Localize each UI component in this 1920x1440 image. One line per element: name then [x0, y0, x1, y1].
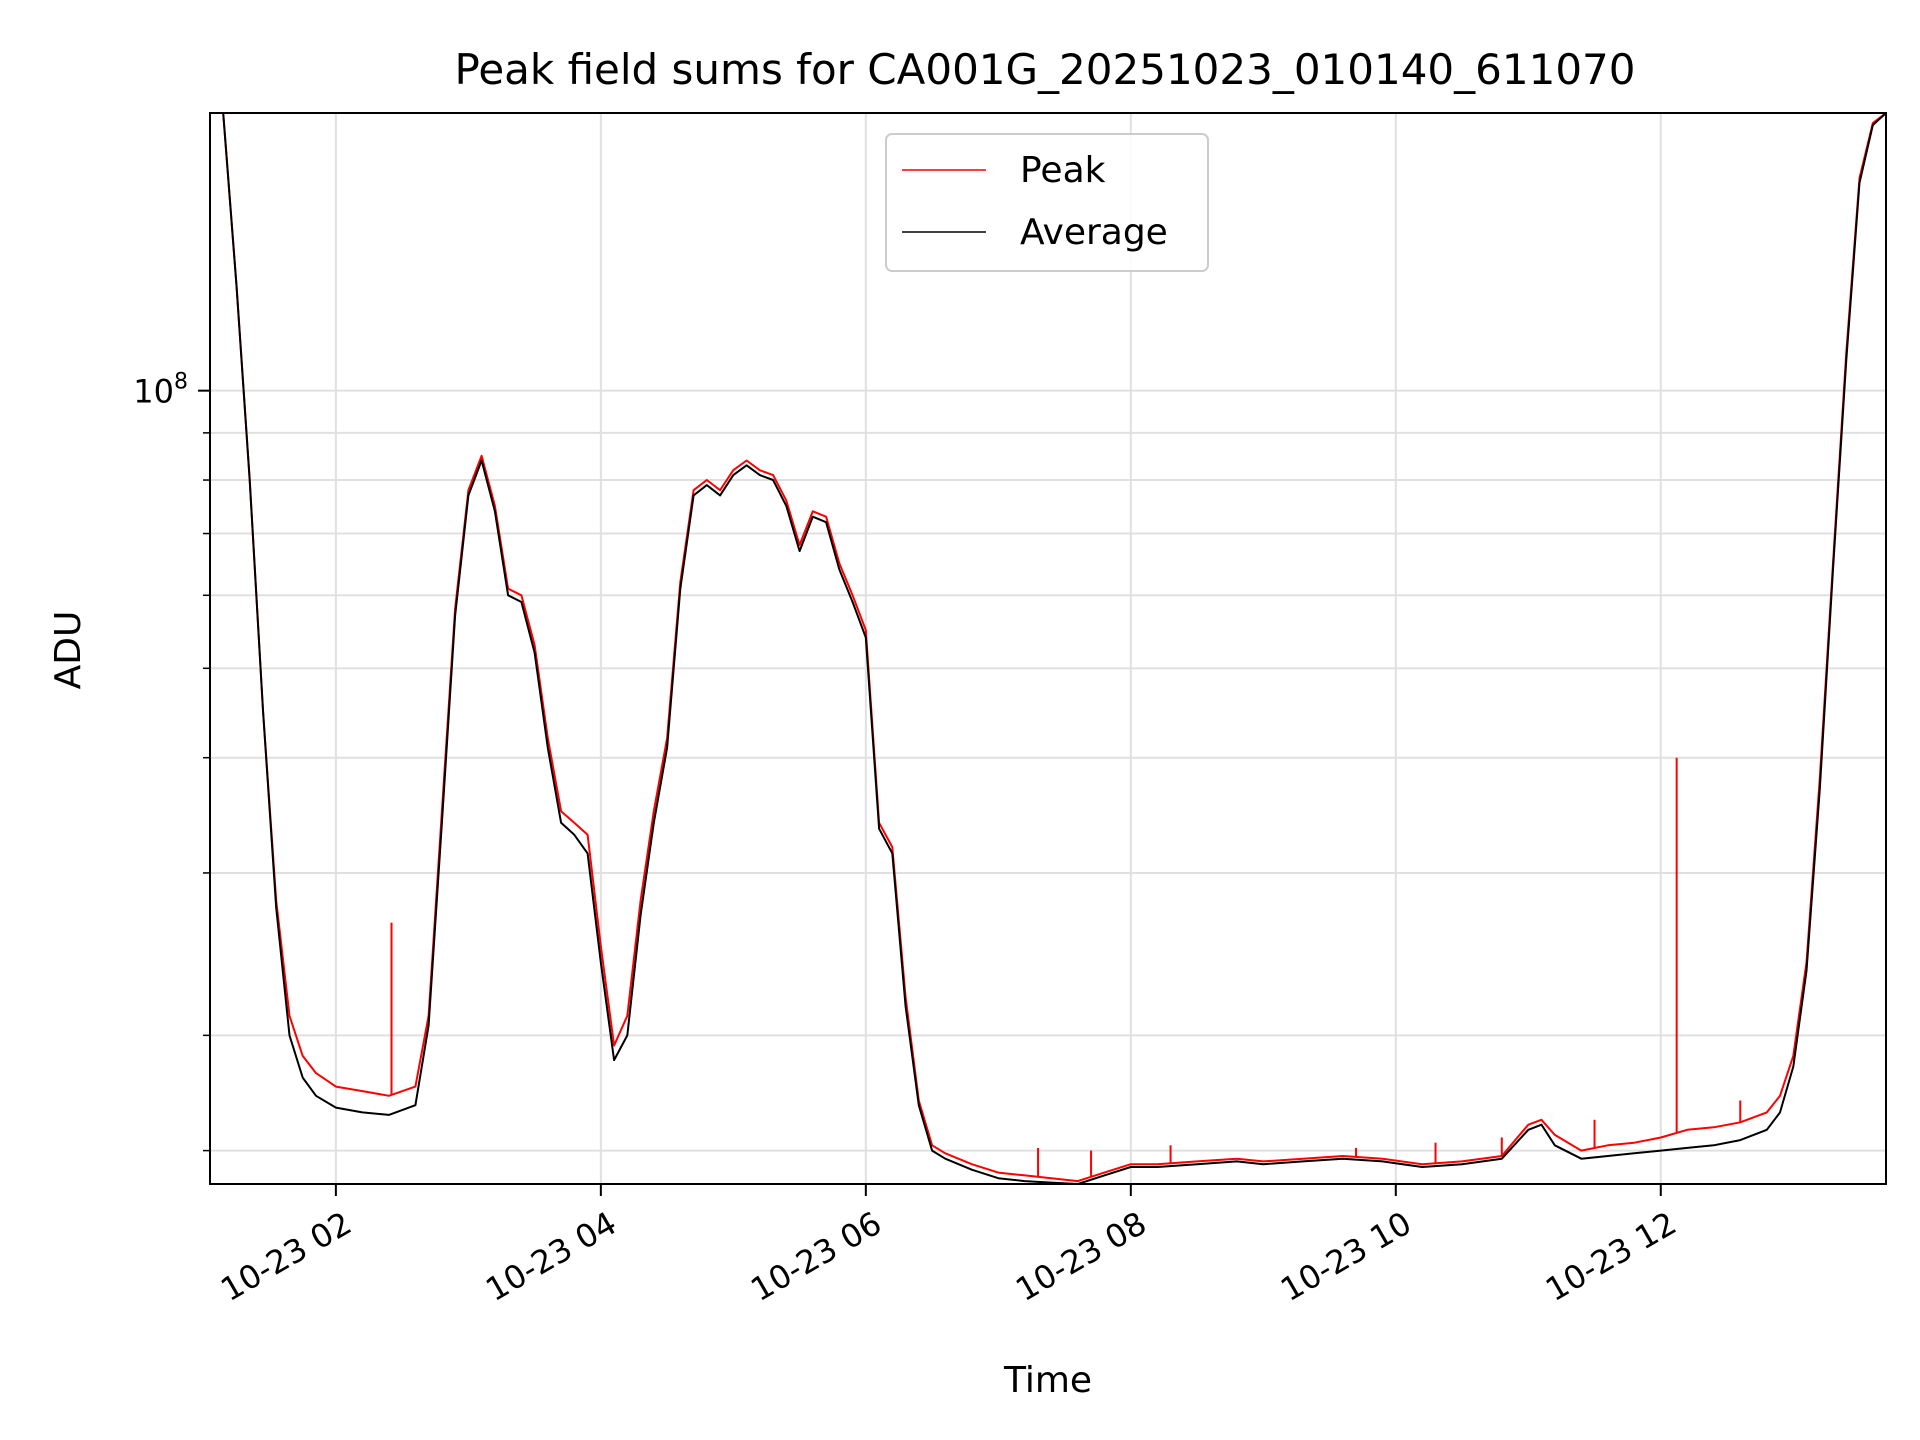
grid: [210, 113, 1886, 1184]
y-axis-label: ADU: [48, 611, 89, 690]
x-axis-label: Time: [1003, 1360, 1092, 1401]
legend-peak-label: Peak: [1020, 150, 1106, 191]
chart-title: Peak field sums for CA001G_20251023_0101…: [454, 45, 1635, 94]
legend: Peak Average: [885, 133, 1209, 272]
series-line-average: [210, 112, 1887, 1185]
y-tick-label: 108: [133, 370, 188, 411]
legend-average-label: Average: [1020, 212, 1168, 253]
plot-series: [210, 112, 1887, 1185]
legend-frame: [885, 133, 1209, 272]
plot-frame: [209, 112, 1887, 1185]
